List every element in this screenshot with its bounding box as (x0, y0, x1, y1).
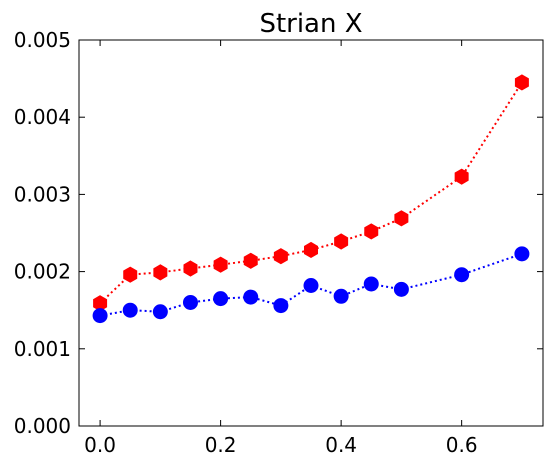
data-point (123, 266, 138, 283)
data-point (243, 289, 259, 305)
data-point (514, 74, 529, 91)
data-point (152, 304, 168, 320)
x-axis: 0.0 0.2 0.4 0.6 (84, 433, 477, 457)
plot-frame (78, 39, 544, 427)
data-point (363, 276, 379, 292)
y-tick-label: 0.000 (14, 414, 71, 438)
data-point (213, 256, 228, 273)
data-point (182, 294, 198, 310)
data-point (394, 210, 409, 227)
data-point (303, 277, 319, 293)
data-point (454, 168, 469, 185)
data-point (273, 248, 288, 265)
y-axis: 0.000 0.001 0.002 0.003 0.004 0.005 (14, 28, 71, 438)
x-tick-label: 0.0 (84, 433, 116, 457)
series-0 (93, 74, 529, 312)
y-tick-label: 0.001 (14, 337, 71, 361)
data-point (122, 302, 138, 318)
data-point (333, 288, 349, 304)
data-point (213, 291, 229, 307)
data-point (393, 281, 409, 297)
series-1 (92, 246, 530, 324)
data-point (304, 241, 318, 259)
data-point (454, 267, 470, 283)
data-point (514, 246, 530, 262)
data-point (334, 233, 349, 250)
series-layer (92, 74, 530, 324)
data-point (364, 223, 379, 240)
ticks-layer (79, 39, 543, 427)
x-tick-label: 0.4 (325, 433, 357, 457)
data-point (243, 252, 258, 269)
data-point (183, 260, 198, 277)
x-tick-label: 0.2 (205, 433, 237, 457)
chart-title: Strian X (259, 9, 362, 39)
y-tick-label: 0.005 (14, 28, 71, 52)
y-tick-label: 0.002 (14, 260, 71, 284)
x-tick-label: 0.6 (446, 433, 478, 457)
data-point (92, 308, 108, 324)
data-point (273, 298, 289, 314)
y-tick-label: 0.003 (14, 182, 71, 206)
plot-area (78, 39, 544, 427)
data-point (153, 264, 168, 281)
y-tick-label: 0.004 (14, 105, 71, 129)
